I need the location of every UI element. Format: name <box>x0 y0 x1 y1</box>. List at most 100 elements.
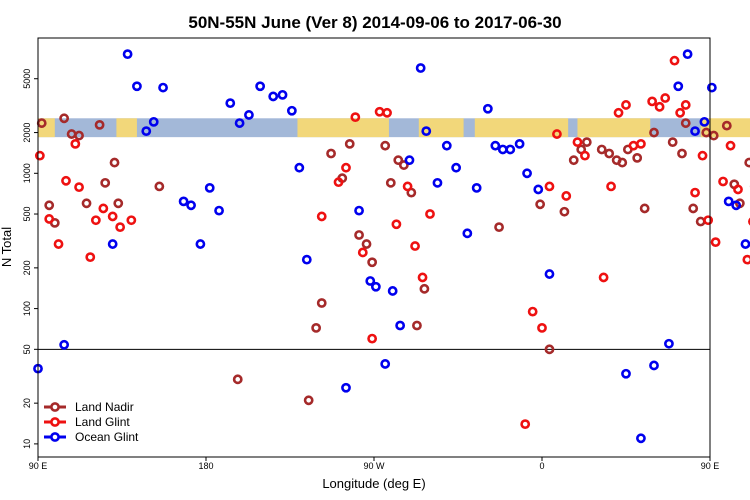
data-point <box>613 107 624 118</box>
data-point <box>628 140 639 151</box>
series-land-nadir <box>36 113 750 406</box>
data-point <box>234 118 245 128</box>
data-point <box>552 129 562 139</box>
data-point <box>721 120 732 131</box>
data-point <box>740 239 750 249</box>
data-point <box>59 113 70 124</box>
data-point <box>451 162 462 173</box>
data-point <box>404 155 415 166</box>
data-point <box>606 181 616 192</box>
data-point <box>441 140 452 151</box>
data-point <box>649 360 659 371</box>
data-point <box>505 144 516 155</box>
data-point <box>680 118 691 128</box>
series-ocean-glint <box>33 49 750 444</box>
data-point <box>544 269 555 279</box>
data-point <box>195 239 206 249</box>
data-point <box>410 241 420 251</box>
data-point <box>632 152 643 163</box>
y-tick-label: 100 <box>22 301 32 316</box>
series-land-glint <box>34 55 750 430</box>
data-point <box>365 276 376 286</box>
data-point <box>70 138 81 149</box>
data-point <box>395 320 406 331</box>
y-tick-label: 1000 <box>22 163 32 183</box>
data-point <box>675 107 686 118</box>
data-point <box>301 254 312 265</box>
data-point <box>268 91 279 102</box>
y-tick-label: 5000 <box>22 69 32 89</box>
data-point <box>731 200 742 211</box>
data-point <box>387 286 398 296</box>
data-point <box>482 103 493 114</box>
data-point <box>725 140 736 151</box>
data-point <box>367 257 378 268</box>
data-point <box>533 184 544 195</box>
data-point <box>596 144 607 155</box>
data-point <box>490 140 501 151</box>
data-point <box>695 216 706 227</box>
data-point <box>598 272 609 283</box>
data-point <box>354 205 364 216</box>
x-tick-label: 90 W <box>363 461 385 471</box>
data-point <box>286 105 297 116</box>
data-point <box>107 239 118 249</box>
data-point <box>344 138 355 149</box>
data-point <box>718 176 728 187</box>
data-point <box>382 107 392 118</box>
data-point <box>107 211 118 222</box>
data-point <box>699 116 710 127</box>
data-point <box>350 112 361 123</box>
data-point <box>748 217 750 226</box>
data-point <box>471 182 482 193</box>
data-point <box>61 175 71 186</box>
data-point <box>520 419 531 430</box>
data-point <box>361 239 372 249</box>
data-point <box>415 63 426 73</box>
data-point <box>122 49 133 60</box>
data-point <box>417 272 428 283</box>
data-point <box>706 82 717 93</box>
data-point <box>34 150 45 161</box>
data-point <box>113 198 124 209</box>
data-point <box>561 191 572 201</box>
legend-label: Land Glint <box>75 415 130 429</box>
data-point <box>154 181 165 192</box>
data-point <box>158 82 168 93</box>
x-tick-label: 90 E <box>701 461 720 471</box>
chart-title: 50N-55N June (Ver 8) 2014-09-06 to 2017-… <box>188 13 561 32</box>
legend-marker <box>50 417 60 427</box>
data-point <box>244 110 254 120</box>
data-point <box>115 222 126 233</box>
data-point <box>673 81 684 92</box>
data-point <box>326 148 336 159</box>
data-point <box>74 182 84 193</box>
x-axis-label: Longitude (deg E) <box>322 476 425 491</box>
data-point <box>733 184 743 195</box>
data-point <box>664 338 674 349</box>
legend-marker <box>50 402 60 412</box>
data-point <box>402 181 413 192</box>
data-point <box>494 222 504 233</box>
data-point <box>126 215 137 226</box>
data-point <box>703 215 714 226</box>
y-tick-label: 20 <box>22 398 32 408</box>
land-band-segment <box>474 118 569 138</box>
data-point <box>316 298 327 308</box>
data-point <box>53 239 64 249</box>
data-point <box>544 181 555 192</box>
data-point <box>81 198 92 209</box>
data-point <box>380 140 391 151</box>
data-point <box>214 205 224 216</box>
data-point <box>462 228 473 239</box>
x-tick-label: 180 <box>198 461 213 471</box>
data-points <box>33 49 750 444</box>
data-point <box>398 160 409 170</box>
data-point <box>537 322 547 333</box>
data-point <box>636 138 646 149</box>
data-point <box>90 215 101 226</box>
data-point <box>514 138 525 149</box>
data-point <box>667 137 678 148</box>
data-point <box>425 209 435 219</box>
